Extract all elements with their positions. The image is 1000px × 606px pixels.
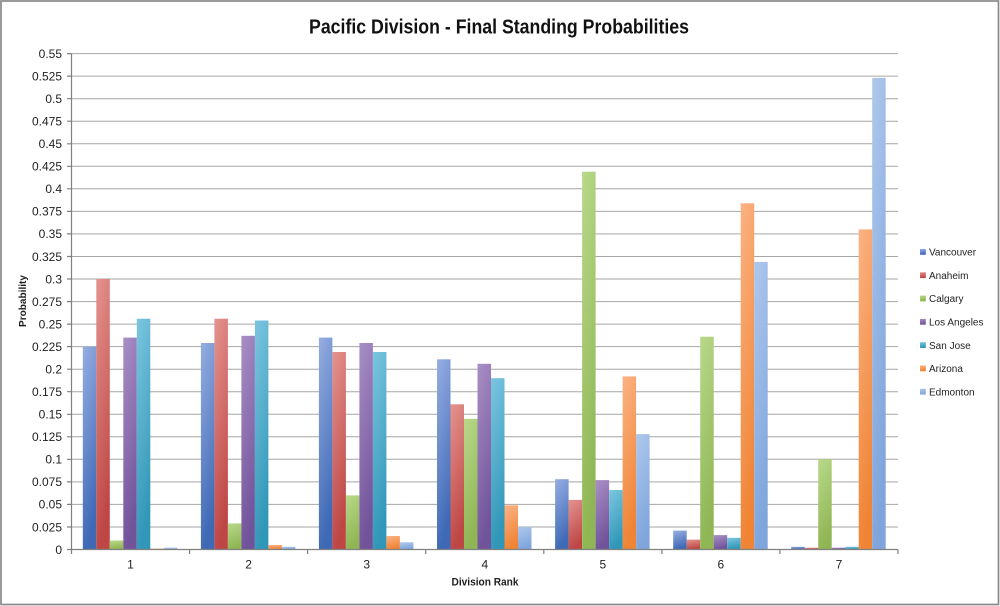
svg-text:0.1: 0.1 (45, 453, 62, 467)
svg-text:Edmonton: Edmonton (929, 387, 975, 398)
svg-text:Arizona: Arizona (929, 364, 963, 375)
svg-text:0.3: 0.3 (45, 272, 62, 286)
svg-text:Vancouver: Vancouver (929, 248, 977, 259)
svg-text:0.475: 0.475 (32, 115, 62, 129)
svg-text:Division Rank: Division Rank (452, 577, 520, 589)
svg-text:0.425: 0.425 (32, 160, 62, 174)
svg-text:0.025: 0.025 (32, 520, 62, 534)
svg-text:0.2: 0.2 (45, 363, 62, 377)
svg-text:Probability: Probability (17, 275, 29, 327)
svg-text:6: 6 (718, 558, 725, 572)
svg-text:Pacific Division - Final Stand: Pacific Division - Final Standing Probab… (309, 17, 689, 39)
svg-text:7: 7 (836, 558, 843, 572)
svg-text:Calgary: Calgary (929, 294, 963, 305)
svg-text:0.225: 0.225 (32, 340, 62, 354)
svg-text:0.275: 0.275 (32, 295, 62, 309)
svg-text:4: 4 (481, 558, 488, 572)
svg-text:0.325: 0.325 (32, 250, 62, 264)
svg-text:2: 2 (245, 558, 252, 572)
svg-text:0.25: 0.25 (39, 317, 63, 331)
svg-text:Los Angeles: Los Angeles (929, 318, 984, 329)
svg-text:0.45: 0.45 (39, 137, 63, 151)
svg-text:San Jose: San Jose (929, 341, 971, 352)
svg-text:3: 3 (363, 558, 370, 572)
svg-text:0.4: 0.4 (45, 182, 62, 196)
svg-text:0.125: 0.125 (32, 430, 62, 444)
svg-text:0.175: 0.175 (32, 385, 62, 399)
svg-text:0.15: 0.15 (39, 408, 63, 422)
svg-text:0.05: 0.05 (39, 498, 63, 512)
svg-text:0.075: 0.075 (32, 475, 62, 489)
svg-text:0.35: 0.35 (39, 227, 63, 241)
svg-text:0: 0 (55, 543, 62, 557)
svg-text:0.525: 0.525 (32, 69, 62, 83)
svg-text:0.5: 0.5 (45, 92, 62, 106)
svg-text:Anaheim: Anaheim (929, 271, 968, 282)
svg-text:5: 5 (599, 558, 606, 572)
svg-text:0.55: 0.55 (39, 47, 63, 61)
svg-text:0.375: 0.375 (32, 205, 62, 219)
svg-text:1: 1 (127, 558, 134, 572)
